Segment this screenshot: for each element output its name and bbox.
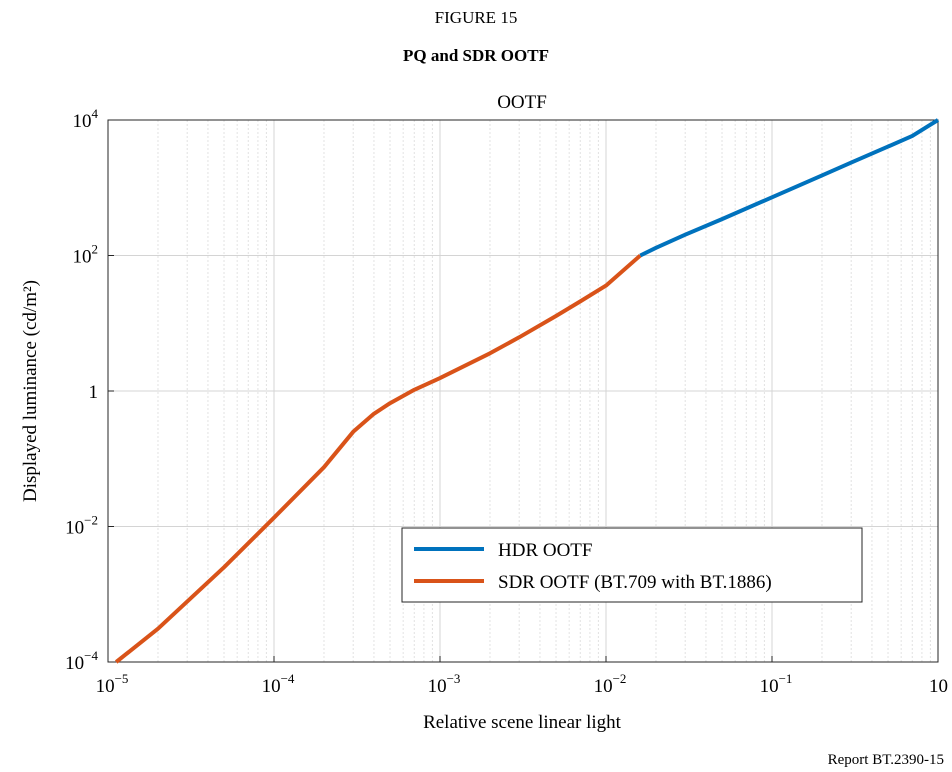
legend-label: HDR OOTF: [498, 540, 592, 561]
legend: HDR OOTF SDR OOTF (BT.709 with BT.1886): [401, 527, 863, 603]
legend-label: SDR OOTF (BT.709 with BT.1886): [498, 572, 772, 593]
y-tick-label: 1: [89, 382, 99, 403]
y-tick-label: 102: [73, 242, 99, 268]
y-tick-label: 10−2: [65, 513, 98, 539]
figure-title: PQ and SDR OOTF: [403, 46, 549, 65]
series-line-hdr: [639, 118, 940, 258]
y-tick-label: 10−4: [65, 648, 98, 674]
x-tick-label: 10−4: [262, 671, 295, 697]
y-tick-label: 104: [73, 106, 99, 132]
legend-box: [401, 527, 863, 603]
y-tick-labels: 10−4 10−2 1 102 104: [65, 106, 114, 674]
series-layer: [114, 118, 940, 664]
x-tick-label: 10−3: [428, 671, 461, 697]
x-tick-label: 10−1: [760, 671, 793, 697]
x-tick-label: 10−5: [96, 671, 129, 697]
x-tick-label: 10: [929, 676, 948, 697]
x-tick-label: 10−2: [594, 671, 627, 697]
figure-label: FIGURE 15: [434, 8, 518, 27]
x-tick-labels: 10−5 10−4 10−3 10−2 10−1 10: [96, 656, 948, 697]
y-axis-label: Displayed luminance (cd/m²): [20, 280, 41, 502]
plot-title: OOTF: [497, 92, 547, 113]
ootf-chart: OOTF 10−5 10−4 10−3 10−2 10−1 10 10−410−21102…: [20, 92, 948, 733]
x-axis-label: Relative scene linear light: [423, 712, 622, 733]
series-line-sdr: [114, 253, 642, 664]
report-credit: Report BT.2390-15: [827, 752, 944, 768]
